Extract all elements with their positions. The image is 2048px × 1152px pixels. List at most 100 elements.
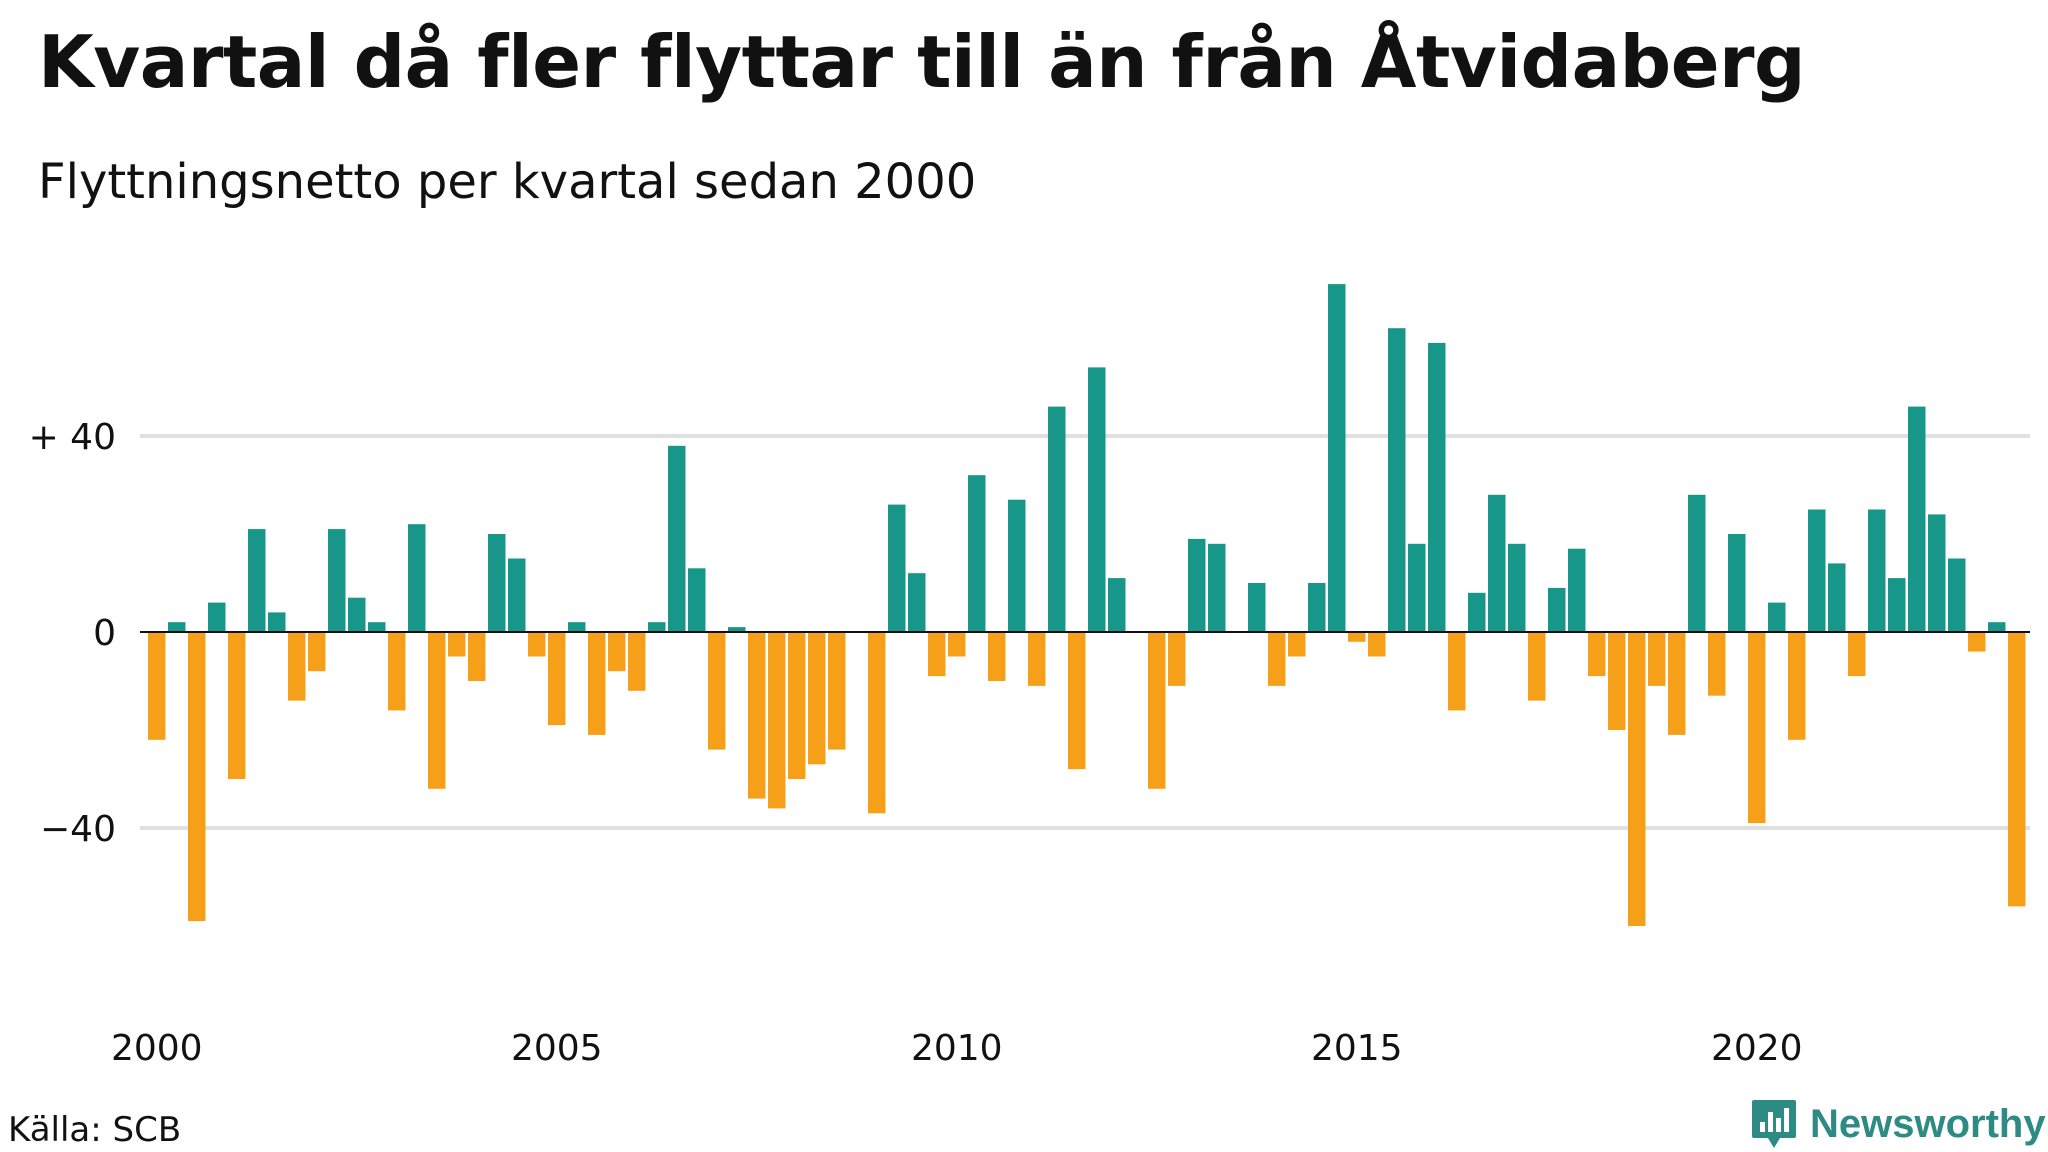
bar-positive [1328, 284, 1346, 632]
bar-positive [1488, 494, 1506, 632]
brand-logo[interactable]: Newsworthy [1750, 1098, 2046, 1150]
bar-positive [508, 558, 526, 632]
bar-positive [1508, 543, 1526, 632]
bar-negative [1708, 632, 1726, 696]
bar-negative [448, 632, 466, 657]
bar-positive [1908, 406, 1926, 632]
bar-negative [228, 632, 246, 779]
x-tick-label: 2000 [111, 1028, 203, 1069]
bar-negative [188, 632, 206, 922]
bar-negative [948, 632, 966, 657]
bar-negative [1588, 632, 1606, 677]
bar-positive [1188, 538, 1206, 632]
bar-positive [488, 534, 506, 632]
brand-name: Newsworthy [1810, 1101, 2046, 1146]
bar-positive [1048, 406, 1066, 632]
bar-positive [268, 612, 286, 632]
bar-positive [568, 622, 586, 632]
bar-negative [388, 632, 406, 711]
bar-positive [1808, 509, 1826, 632]
bar-positive [1308, 583, 1326, 632]
bar-positive [1208, 543, 1226, 632]
bar-positive [1248, 583, 1266, 632]
y-tick-label: + 40 [29, 417, 116, 458]
source-label: Källa: SCB [8, 1110, 182, 1150]
x-tick-label: 2010 [911, 1028, 1003, 1069]
bar-negative [2008, 632, 2026, 907]
bars [148, 284, 2026, 926]
bar-positive [1888, 578, 1906, 632]
bar-positive [348, 597, 366, 632]
bar-positive [1388, 328, 1406, 632]
grid-lines [140, 434, 2030, 830]
x-tick-label: 2005 [511, 1028, 603, 1069]
bar-negative [428, 632, 446, 789]
bar-positive [1408, 543, 1426, 632]
bar-negative [988, 632, 1006, 681]
bar-positive [1108, 578, 1126, 632]
bar-chart-speech-bubble-icon [1752, 1100, 1796, 1148]
bar-negative [1268, 632, 1286, 686]
bar-negative [1028, 632, 1046, 686]
bar-negative [1348, 632, 1366, 642]
bar-positive [908, 573, 926, 632]
bar-positive [168, 622, 186, 632]
y-tick-label: −40 [40, 809, 116, 850]
bar-positive [1088, 367, 1106, 632]
bar-negative [708, 632, 726, 750]
bar-negative [748, 632, 766, 799]
bar-positive [648, 622, 666, 632]
bar-positive [1828, 563, 1846, 632]
bar-negative [628, 632, 646, 691]
bar-positive [1548, 587, 1566, 632]
bar-negative [1628, 632, 1646, 926]
bar-positive [688, 568, 706, 632]
bar-negative [788, 632, 806, 779]
bar-negative [1668, 632, 1686, 735]
bar-positive [1988, 622, 2006, 632]
bar-negative [608, 632, 626, 672]
bar-positive [328, 529, 346, 632]
bar-positive [1928, 514, 1946, 632]
bar-negative [1068, 632, 1086, 770]
bar-negative [1448, 632, 1466, 711]
bar-negative [1368, 632, 1386, 657]
bar-positive [368, 622, 386, 632]
bar-positive [408, 524, 426, 632]
bar-positive [668, 445, 686, 632]
bar-positive [1688, 494, 1706, 632]
bar-negative [528, 632, 546, 657]
x-tick-label: 2020 [1711, 1028, 1803, 1069]
bar-negative [148, 632, 166, 740]
bar-negative [548, 632, 566, 726]
bar-positive [888, 504, 906, 632]
bar-negative [1528, 632, 1546, 701]
bar-negative [308, 632, 326, 672]
chart-title: Kvartal då fler flyttar till än från Åtv… [38, 20, 1806, 104]
bar-negative [808, 632, 826, 765]
bar-positive [1008, 499, 1026, 632]
bar-negative [1648, 632, 1666, 686]
bar-negative [1148, 632, 1166, 789]
bar-negative [468, 632, 486, 681]
bar-negative [1608, 632, 1626, 730]
bar-negative [868, 632, 886, 814]
x-tick-label: 2015 [1311, 1028, 1403, 1069]
bar-positive [1428, 342, 1446, 632]
bar-negative [1968, 632, 1986, 652]
bar-negative [828, 632, 846, 750]
bar-negative [1748, 632, 1766, 824]
bar-negative [928, 632, 946, 677]
bar-negative [288, 632, 306, 701]
bar-positive [728, 627, 746, 632]
axes: + 40 0 −40 2000 2005 2010 2015 2020 [29, 417, 2030, 1069]
bar-negative [1848, 632, 1866, 677]
bar-positive [1728, 534, 1746, 632]
bar-positive [208, 602, 226, 632]
bar-positive [248, 529, 266, 632]
bar-negative [1168, 632, 1186, 686]
y-tick-label: 0 [93, 613, 116, 654]
bar-positive [1768, 602, 1786, 632]
bar-negative [1288, 632, 1306, 657]
